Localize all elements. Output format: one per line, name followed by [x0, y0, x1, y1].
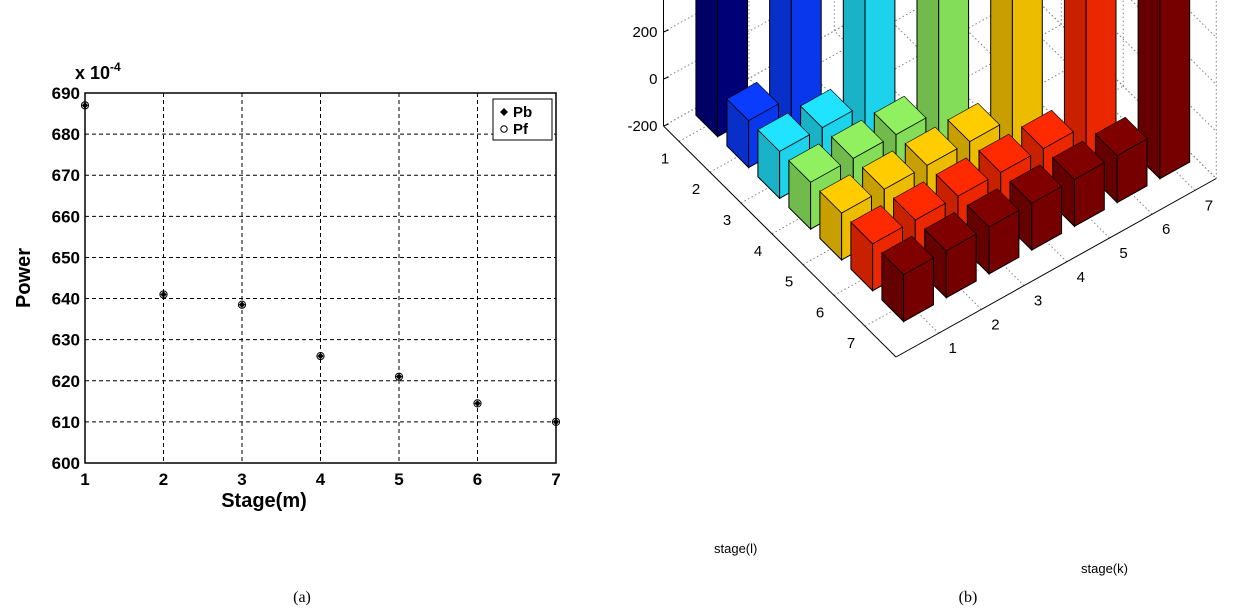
- l-tick-label: 6: [816, 304, 824, 321]
- point-pf: [316, 352, 325, 361]
- floor-tile: [1009, 164, 1063, 252]
- x-tick-label: 1: [80, 470, 89, 489]
- y-tick-label: 630: [52, 331, 80, 350]
- bars: [695, 0, 1191, 323]
- k-tick-label: 7: [1205, 197, 1213, 214]
- point-pf: [80, 101, 90, 110]
- x-axis-label: Stage(m): [221, 490, 307, 512]
- legend-marker-pb: [500, 108, 508, 116]
- z-tick-labels: -2000200400600800: [627, 24, 669, 135]
- data-points: [80, 101, 561, 426]
- floor-grid: [876, 6, 1110, 239]
- y-tick-label: 660: [52, 207, 80, 226]
- y-tick-labels: 600 610 620 630 640 650 660 670 680 690: [52, 84, 80, 473]
- x-tick-labels: 1 2 3 4 5 6 7: [80, 470, 560, 489]
- y-tick-label: 620: [52, 372, 80, 391]
- y-tick-label: 650: [52, 248, 80, 267]
- legend-marker-pf: [500, 125, 508, 133]
- bar: [916, 0, 970, 159]
- legend: Pb Pf: [492, 98, 553, 141]
- caption-b: (b): [959, 589, 978, 606]
- l-tick-labels: 1 2 3 4 5 6 7: [661, 150, 855, 352]
- grid-lines: [85, 93, 556, 463]
- k-axis-label: stage(k): [1081, 561, 1128, 576]
- point-pb: [395, 373, 403, 380]
- legend-label-pf: Pf: [513, 121, 529, 138]
- k-tick-label: 4: [1077, 269, 1085, 286]
- k-tick-label: 6: [1162, 221, 1170, 238]
- point-pf: [237, 300, 247, 309]
- y-tick-label: 610: [52, 413, 80, 432]
- point-pb: [160, 291, 167, 298]
- l-tick-label: 4: [754, 243, 762, 260]
- y-axis-label: Power: [13, 248, 35, 308]
- x-tick-label: 5: [394, 470, 403, 489]
- point-pb: [81, 102, 89, 109]
- bar: [1137, 0, 1191, 180]
- l-tick-label: 2: [692, 181, 700, 198]
- l-tick-label: 3: [723, 212, 731, 229]
- point-pb: [317, 352, 324, 360]
- point-pb: [552, 418, 560, 426]
- floor-tile: [924, 212, 977, 299]
- axis-l: [663, 125, 897, 358]
- y-tick-label: 640: [52, 290, 80, 309]
- point-pb: [238, 301, 246, 308]
- k-tick-label: 1: [949, 340, 957, 357]
- x-tick-label: 3: [237, 470, 246, 489]
- z-tick-label: 0: [649, 71, 657, 88]
- point-pf: [551, 417, 561, 426]
- k-tick-labels: 1 2 3 4 5 6 7: [949, 197, 1214, 357]
- floor-tile: [881, 235, 934, 323]
- z-tick-label: -200: [627, 118, 657, 135]
- l-tick-label: 5: [785, 274, 793, 291]
- scatter-chart-panel: 600 610 620 630 640 650 660 670 680 690 1 2 3 4 5 6 7 x…: [13, 60, 561, 512]
- point-pf: [159, 290, 168, 299]
- legend-label-pb: Pb: [513, 104, 532, 121]
- y-tick-label: 600: [52, 454, 80, 473]
- l-tick-label: 7: [847, 335, 855, 352]
- k-tick-label: 2: [991, 316, 999, 333]
- x-tick-label: 7: [551, 470, 560, 489]
- point-pb: [474, 400, 481, 407]
- x-tick-label: 6: [473, 470, 482, 489]
- axis-exponent: x 10-4: [75, 60, 121, 83]
- plot-frame: [84, 92, 557, 464]
- y-tick-label: 680: [52, 125, 80, 144]
- z-tick-label: 200: [632, 24, 657, 41]
- caption-a: (a): [293, 589, 311, 606]
- y-tick-label: 690: [52, 84, 80, 103]
- x-tick-label: 4: [316, 470, 326, 489]
- l-tick-label: 1: [661, 150, 669, 167]
- y-tick-label: 670: [52, 166, 80, 185]
- floor-tile: [1094, 116, 1148, 204]
- k-tick-label: 3: [1034, 293, 1042, 310]
- point-pf: [473, 399, 482, 408]
- point-pf: [394, 372, 404, 381]
- x-tick-label: 2: [159, 470, 168, 489]
- l-axis-label: stage(l): [714, 541, 757, 556]
- axis-k: [895, 178, 1217, 358]
- k-tick-label: 5: [1119, 245, 1127, 262]
